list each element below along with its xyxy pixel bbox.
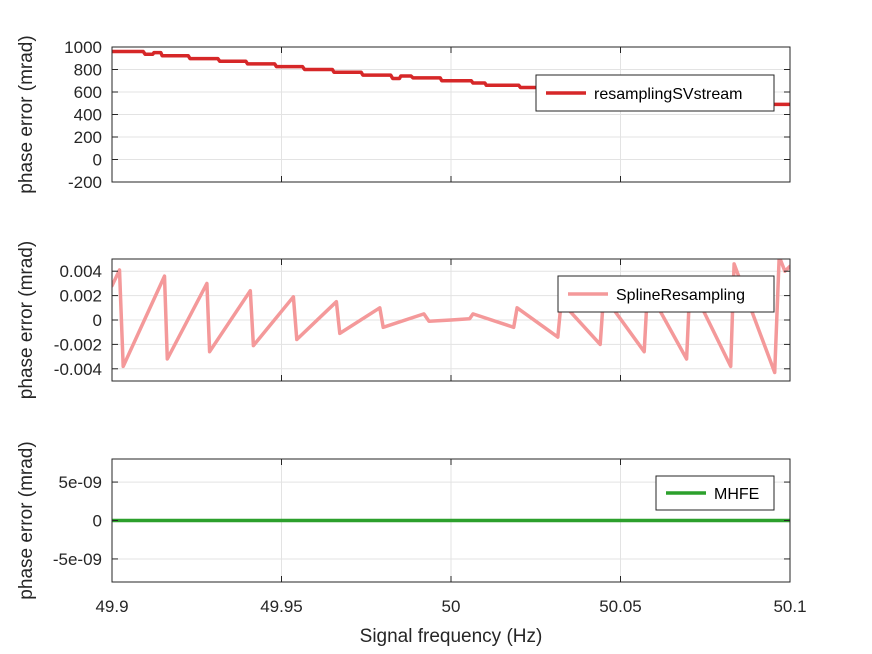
y-tick-label: 600 bbox=[74, 83, 102, 102]
y-axis-label: phase error (mrad) bbox=[16, 35, 37, 193]
y-axis-label: phase error (mrad) bbox=[16, 241, 37, 399]
subplot-3: -5e-09 0 5e-09 49.9 49.95 50 50.05 50.1 phase er… bbox=[16, 441, 807, 647]
x-axis-label: Signal frequency (Hz) bbox=[360, 626, 543, 647]
legend: SplineResampling bbox=[557, 275, 775, 313]
x-tick-label: 49.95 bbox=[260, 597, 303, 616]
y-tick-label: 0 bbox=[93, 311, 102, 330]
y-tick-label: -0.002 bbox=[54, 335, 102, 354]
y-tick-label: 1000 bbox=[64, 38, 102, 57]
y-tick-label: -5e-09 bbox=[53, 550, 102, 569]
x-tick-label: 50.1 bbox=[773, 597, 806, 616]
y-axis-label: phase error (mrad) bbox=[16, 441, 37, 599]
y-tick-label: 200 bbox=[74, 128, 102, 147]
x-tick-label: 50.05 bbox=[599, 597, 642, 616]
y-tick-label: 800 bbox=[74, 61, 102, 80]
legend-label: SplineResampling bbox=[616, 287, 745, 304]
y-tick-label: 5e-09 bbox=[59, 473, 102, 492]
subplot-2: -0.004 -0.002 0 0.002 0.004 phase error (mrad… bbox=[16, 241, 791, 399]
y-tick-label: 0 bbox=[93, 151, 102, 170]
y-tick-label: -200 bbox=[68, 173, 102, 192]
legend: MHFE bbox=[655, 475, 775, 511]
subplot-1: -200 0 200 400 600 800 1000 phase error (mrad) r… bbox=[16, 35, 791, 194]
y-tick-label: 0 bbox=[93, 512, 102, 531]
y-tick-label: -0.004 bbox=[54, 360, 102, 379]
y-tick-label: 0.004 bbox=[59, 262, 102, 281]
legend-label: MHFE bbox=[714, 486, 759, 503]
legend: resamplingSVstream bbox=[535, 74, 775, 112]
x-tick-label: 50 bbox=[442, 597, 461, 616]
x-tick-label: 49.9 bbox=[95, 597, 128, 616]
y-tick-label: 400 bbox=[74, 106, 102, 125]
legend-label: resamplingSVstream bbox=[594, 86, 743, 103]
y-tick-label: 0.002 bbox=[59, 287, 102, 306]
